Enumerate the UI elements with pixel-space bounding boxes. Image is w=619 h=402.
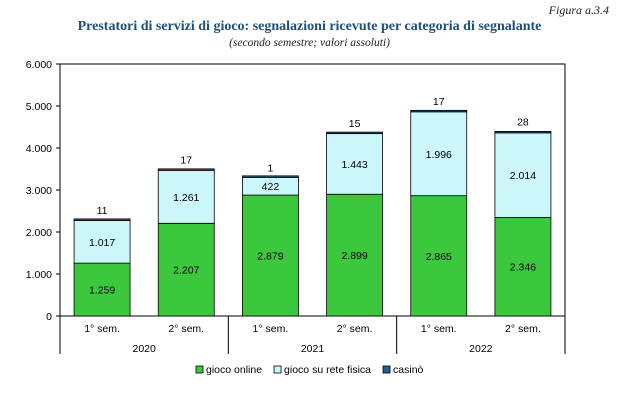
chart-data-labels: 1.259 1.017 11 2.207 1.261 17 2.879 422 1 2.899 1.… — [89, 96, 536, 296]
chart-title: Prestatori di servizi di gioco: segnalaz… — [77, 19, 542, 34]
data-label: 2.346 — [510, 262, 536, 274]
y-tick-label: 5.000 — [26, 101, 52, 113]
x-tick-label: 1° sem. — [421, 323, 457, 335]
legend-entry: gioco online — [206, 364, 262, 376]
data-label: 17 — [433, 96, 445, 108]
data-label: 2.899 — [341, 250, 367, 262]
data-label: 1.259 — [89, 285, 115, 297]
data-label: 2.207 — [173, 265, 199, 277]
bar-segment — [326, 133, 383, 195]
data-label: 11 — [97, 205, 108, 217]
data-label: 2.879 — [257, 251, 283, 263]
bar-segment — [157, 222, 215, 317]
y-tick-label: 0 — [46, 311, 52, 323]
data-label: 2.865 — [426, 251, 452, 263]
legend-swatch — [195, 365, 204, 374]
figure-label: Figura a.3.4 — [548, 3, 609, 17]
bar-segment — [410, 111, 468, 197]
y-tick-label: 6.000 — [26, 59, 52, 71]
chart-axes: 0 1.000 2.000 3.000 4.000 5.000 6.000 1° sem. 2°… — [26, 59, 566, 355]
bar-segment — [242, 194, 299, 317]
x-tick-label: 2° sem. — [337, 323, 373, 335]
data-label: 1 — [267, 162, 273, 174]
x-group-label: 2021 — [301, 343, 325, 355]
bar-segment — [157, 168, 215, 171]
bar-segment — [410, 195, 468, 317]
x-group-label: 2022 — [469, 343, 493, 355]
y-tick-label: 4.000 — [26, 143, 52, 155]
y-tick-label: 1.000 — [26, 269, 52, 281]
data-label: 15 — [349, 118, 361, 130]
legend-swatch — [382, 365, 391, 374]
bar-segment — [73, 262, 131, 317]
legend-entry: casinò — [393, 364, 424, 376]
data-label: 2.014 — [510, 170, 536, 182]
legend-swatch — [273, 365, 282, 374]
bar-segment — [326, 131, 383, 135]
x-tick-label: 1° sem. — [84, 323, 120, 335]
x-tick-label: 2° sem. — [505, 323, 541, 335]
x-tick-label: 1° sem. — [253, 323, 289, 335]
plot-frame — [59, 63, 566, 317]
bar-segment — [157, 169, 215, 224]
legend-entry: gioco su rete fisica — [284, 364, 371, 376]
bar-segment — [73, 218, 131, 221]
data-label: 17 — [180, 155, 192, 167]
data-label: 28 — [517, 117, 529, 129]
x-tick-label: 2° sem. — [168, 323, 204, 335]
bar-segment — [73, 220, 131, 264]
y-tick-label: 2.000 — [26, 227, 52, 239]
y-tick-label: 3.000 — [26, 185, 52, 197]
data-label: 1.443 — [341, 159, 367, 171]
data-label: 1.261 — [173, 192, 199, 204]
x-group-label: 2020 — [132, 343, 156, 355]
chart-bars — [73, 109, 552, 317]
bar-segment — [494, 132, 552, 218]
data-label: 1.996 — [426, 149, 452, 161]
bar-segment — [494, 217, 552, 317]
data-label: 422 — [262, 181, 280, 193]
bar-segment — [494, 130, 552, 134]
bar-segment — [410, 109, 468, 113]
chart-subtitle: (secondo semestre; valori assoluti) — [229, 37, 390, 49]
chart-legend: gioco online gioco su rete fisica casinò — [195, 364, 424, 376]
bar-segment — [242, 175, 299, 178]
data-label: 1.017 — [89, 237, 115, 249]
